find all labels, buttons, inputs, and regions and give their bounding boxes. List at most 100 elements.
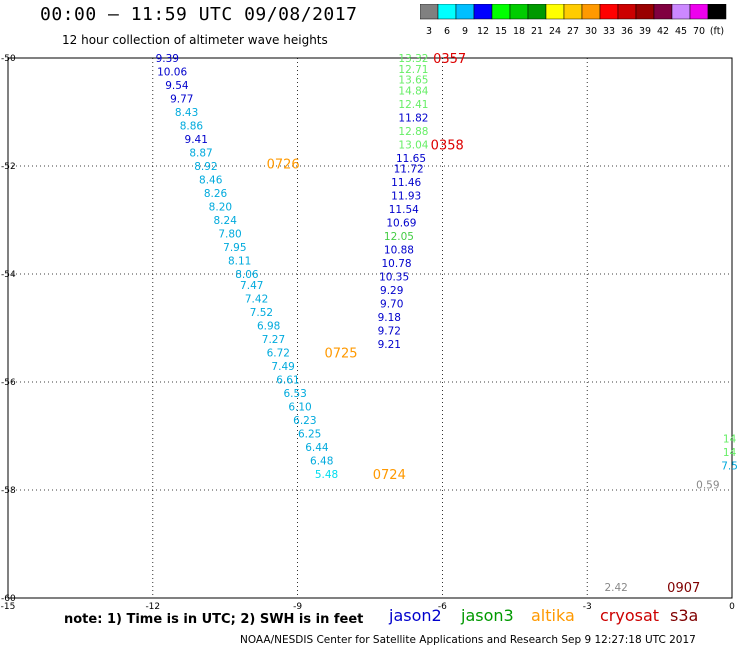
lat-tick-label: -50 xyxy=(1,54,16,64)
pass-time-label: 0358 xyxy=(431,138,464,153)
color-scale-label: 33 xyxy=(603,26,615,37)
wave-height-label: 14 xyxy=(723,434,737,446)
wave-height-label: 6.10 xyxy=(288,401,311,413)
wave-height-label: 8.43 xyxy=(175,107,198,119)
color-scale-label: 3 xyxy=(426,26,432,37)
wave-height-label: 12.71 xyxy=(398,64,428,76)
lat-tick-label: -52 xyxy=(1,162,16,172)
color-scale-label: (ft) xyxy=(710,26,724,37)
wave-height-label: 11.93 xyxy=(391,191,421,203)
wave-height-label: 6.61 xyxy=(276,374,299,386)
pass-time-label: 0724 xyxy=(373,468,406,483)
wave-height-label: 6.53 xyxy=(283,388,306,400)
wave-height-label: 12.88 xyxy=(398,126,428,138)
wave-height-label: 13.65 xyxy=(398,75,428,87)
wave-height-label: 10.69 xyxy=(386,218,416,230)
color-scale-label: 15 xyxy=(495,26,507,37)
wave-height-label: 7.5 xyxy=(721,461,738,473)
color-scale-legend: 3 6 9 12 15 18 21 24 27 30 33 36 39 42 45 70 (ft) xyxy=(420,4,727,37)
lon-tick-label: -3 xyxy=(583,602,592,612)
wave-height-label: 8.46 xyxy=(199,175,223,187)
wave-height-label: 6.72 xyxy=(267,347,290,359)
color-scale-label: 18 xyxy=(513,26,525,37)
satellite-legend-altika: altika xyxy=(531,606,575,625)
lon-tick-label: -6 xyxy=(438,602,447,612)
color-scale-label: 21 xyxy=(531,26,543,37)
wave-height-label: 9.21 xyxy=(378,339,401,351)
color-scale-label: 12 xyxy=(477,26,489,37)
pass-time-label: 0725 xyxy=(324,346,357,361)
page-subtitle: 12 hour collection of altimeter wave hei… xyxy=(62,33,328,47)
wave-height-label: 8.86 xyxy=(180,121,204,133)
wave-height-label: 10.78 xyxy=(382,258,412,270)
wave-height-label: 10.88 xyxy=(384,245,414,257)
wave-height-label: 7.47 xyxy=(240,280,263,292)
page-title: 00:00 – 11:59 UTC 09/08/2017 xyxy=(40,4,358,25)
lat-tick-label: -56 xyxy=(1,378,16,388)
wave-height-label: 9.41 xyxy=(185,134,208,146)
wave-height-label: 12.41 xyxy=(398,99,428,111)
wave-height-label: 7.52 xyxy=(250,307,273,319)
wave-height-label: 8.11 xyxy=(228,256,251,268)
wave-height-label: 11.82 xyxy=(398,112,428,124)
wave-height-label: 9.72 xyxy=(378,326,401,338)
satellite-legend-jason2: jason2 xyxy=(389,606,442,625)
wave-height-label: 11.46 xyxy=(391,177,421,189)
altimeter-map: -15 -12 -9 -6 -3 0 -50 -52 -54 -56 -58 -60 9.39 10.06… xyxy=(1,52,738,612)
wave-height-label: 7.80 xyxy=(218,229,241,241)
wave-height-label: 8.92 xyxy=(194,161,217,173)
footer-credit: NOAA/NESDIS Center for Satellite Applica… xyxy=(240,634,696,646)
wave-height-label: 7.49 xyxy=(271,361,294,373)
lon-tick-label: -15 xyxy=(1,602,16,612)
color-swatch xyxy=(707,4,727,20)
wave-height-label: 7.95 xyxy=(223,242,246,254)
satellite-legend-cryosat: cryosat xyxy=(600,606,660,625)
wave-height-label: 11.65 xyxy=(396,153,426,165)
wave-height-label: 8.24 xyxy=(214,215,238,227)
color-scale-label: 6 xyxy=(444,26,450,37)
lon-tick-label: -12 xyxy=(145,602,160,612)
wave-height-label: 14.84 xyxy=(398,85,428,97)
wave-height-label: 8.06 xyxy=(235,269,259,281)
wave-height-label: 6.23 xyxy=(293,415,316,427)
lat-tick-label: -60 xyxy=(1,594,16,604)
wave-height-label: 9.18 xyxy=(378,312,401,324)
pass-time-label: 0907 xyxy=(667,581,700,596)
lon-tick-label: 0 xyxy=(729,602,735,612)
wave-height-label: 5.48 xyxy=(315,469,338,481)
color-scale-label: 39 xyxy=(639,26,651,37)
wave-height-label: 13.32 xyxy=(398,53,428,65)
satellite-legend-jason3: jason3 xyxy=(461,606,514,625)
color-scale-label: 36 xyxy=(621,26,633,37)
wave-height-label: 14 xyxy=(723,447,737,459)
map-frame xyxy=(7,57,733,599)
wave-height-label: 0.59 xyxy=(696,480,719,492)
color-scale-label: 27 xyxy=(567,26,579,37)
color-scale-label: 70 xyxy=(693,26,705,37)
wave-height-label: 9.54 xyxy=(165,80,189,92)
wave-height-label: 9.70 xyxy=(380,299,403,311)
wave-height-label: 10.06 xyxy=(157,67,187,79)
wave-height-label: 11.54 xyxy=(389,204,419,216)
pass-time-label: 0357 xyxy=(433,52,466,67)
wave-height-label: 7.27 xyxy=(262,334,285,346)
wave-height-label: 6.98 xyxy=(257,320,280,332)
color-scale-label: 30 xyxy=(585,26,597,37)
color-scale-label: 24 xyxy=(549,26,561,37)
lon-tick-label: -9 xyxy=(293,602,302,612)
wave-height-label: 9.77 xyxy=(170,94,193,106)
pass-time-label: 0726 xyxy=(267,157,300,172)
lat-tick-label: -58 xyxy=(1,486,16,496)
wave-height-label: 6.44 xyxy=(305,442,329,454)
color-scale-label: 42 xyxy=(657,26,669,37)
wave-height-label: 11.72 xyxy=(394,164,424,176)
color-scale-label: 9 xyxy=(462,26,468,37)
wave-height-label: 8.87 xyxy=(189,148,212,160)
lat-tick-label: -54 xyxy=(1,270,16,280)
wave-height-label: 13.04 xyxy=(398,139,428,151)
wave-height-label: 9.39 xyxy=(156,53,179,65)
wave-height-label: 6.48 xyxy=(310,455,333,467)
wave-height-label: 2.42 xyxy=(604,582,627,594)
wave-height-label: 7.42 xyxy=(245,293,268,305)
